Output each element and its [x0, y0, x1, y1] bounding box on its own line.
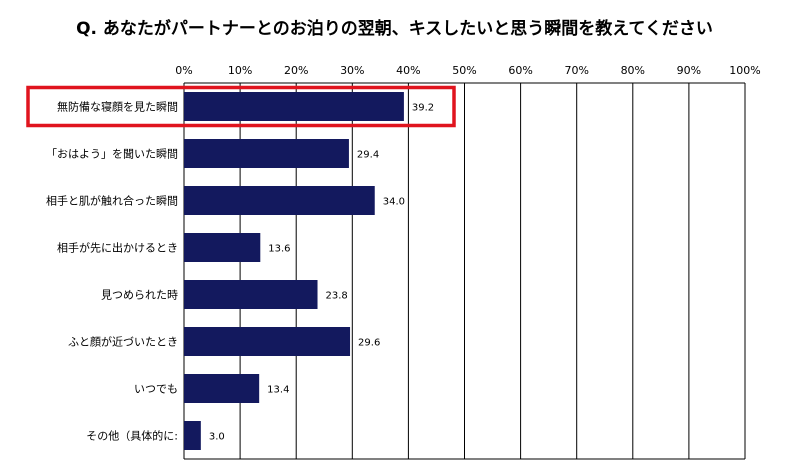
bar	[184, 374, 260, 403]
x-tick-label: 90%	[677, 64, 701, 77]
x-tick-label: 20%	[284, 64, 308, 77]
x-tick-label: 10%	[228, 64, 252, 77]
category-label: その他（具体的に:	[86, 429, 178, 443]
bar	[184, 92, 404, 121]
category-label: いつでも	[134, 383, 178, 396]
category-label: 相手と肌が触れ合った瞬間	[46, 194, 178, 208]
category-label: 無防備な寝顔を見た瞬間	[57, 100, 178, 114]
value-label: 3.0	[209, 432, 225, 443]
x-tick-label: 50%	[452, 64, 476, 77]
chart-title: Q. あなたがパートナーとのお泊りの翌朝、キスしたいと思う瞬間を教えてください	[76, 19, 713, 39]
value-label: 23.8	[326, 291, 348, 302]
value-label: 39.2	[412, 103, 434, 114]
x-tick-label: 80%	[621, 64, 645, 77]
bar	[184, 327, 351, 356]
bar	[184, 186, 375, 215]
x-tick-label: 30%	[340, 64, 364, 77]
value-label: 13.6	[268, 244, 290, 255]
bar	[184, 139, 349, 168]
value-label: 29.4	[357, 150, 379, 161]
value-label: 13.4	[267, 385, 289, 396]
value-label: 34.0	[383, 197, 405, 208]
category-label: ふと顔が近づいたとき	[68, 335, 178, 349]
x-tick-label: 0%	[175, 64, 192, 77]
category-label: 「おはよう」を聞いた瞬間	[46, 148, 178, 161]
x-tick-label: 100%	[729, 64, 760, 77]
value-label: 29.6	[358, 338, 380, 349]
x-tick-label: 70%	[564, 64, 588, 77]
category-label: 相手が先に出かけるとき	[57, 241, 178, 255]
x-tick-label: 40%	[396, 64, 420, 77]
bar	[184, 280, 318, 309]
bar	[184, 233, 261, 262]
highlight-box	[26, 85, 456, 128]
category-label: 見つめられた時	[101, 289, 178, 302]
bar	[184, 421, 201, 450]
x-tick-label: 60%	[508, 64, 532, 77]
